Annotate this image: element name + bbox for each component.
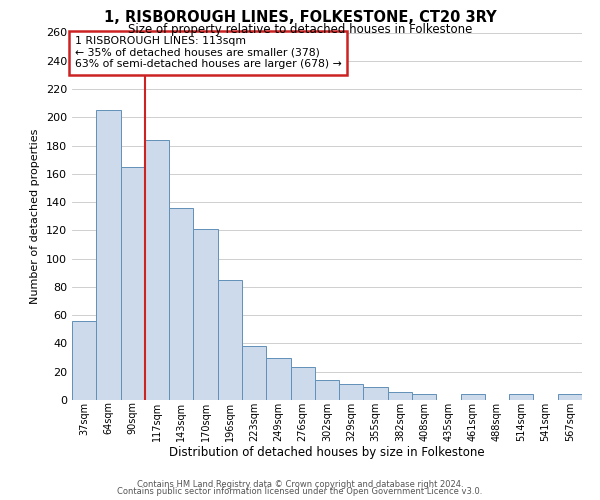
- Text: Contains public sector information licensed under the Open Government Licence v3: Contains public sector information licen…: [118, 487, 482, 496]
- Bar: [388, 392, 412, 400]
- X-axis label: Distribution of detached houses by size in Folkestone: Distribution of detached houses by size …: [169, 446, 485, 460]
- Bar: [242, 346, 266, 400]
- Bar: [96, 110, 121, 400]
- Bar: [72, 321, 96, 400]
- Bar: [121, 167, 145, 400]
- Y-axis label: Number of detached properties: Number of detached properties: [31, 128, 40, 304]
- Bar: [364, 388, 388, 400]
- Text: 1 RISBOROUGH LINES: 113sqm
← 35% of detached houses are smaller (378)
63% of sem: 1 RISBOROUGH LINES: 113sqm ← 35% of deta…: [74, 36, 341, 70]
- Text: Contains HM Land Registry data © Crown copyright and database right 2024.: Contains HM Land Registry data © Crown c…: [137, 480, 463, 489]
- Bar: [558, 394, 582, 400]
- Bar: [509, 394, 533, 400]
- Bar: [315, 380, 339, 400]
- Bar: [290, 368, 315, 400]
- Bar: [266, 358, 290, 400]
- Bar: [461, 394, 485, 400]
- Bar: [218, 280, 242, 400]
- Bar: [145, 140, 169, 400]
- Text: 1, RISBOROUGH LINES, FOLKESTONE, CT20 3RY: 1, RISBOROUGH LINES, FOLKESTONE, CT20 3R…: [104, 10, 496, 25]
- Bar: [193, 229, 218, 400]
- Bar: [339, 384, 364, 400]
- Bar: [169, 208, 193, 400]
- Text: Size of property relative to detached houses in Folkestone: Size of property relative to detached ho…: [128, 22, 472, 36]
- Bar: [412, 394, 436, 400]
